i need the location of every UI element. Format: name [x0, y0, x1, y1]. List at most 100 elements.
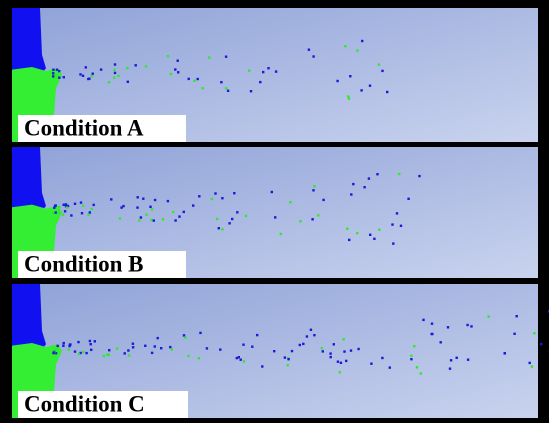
- droplet: [329, 352, 332, 355]
- droplet: [67, 348, 70, 351]
- droplet: [79, 351, 82, 355]
- droplet: [99, 68, 103, 71]
- droplet: [317, 214, 320, 217]
- droplet: [248, 69, 251, 72]
- droplet: [144, 65, 148, 68]
- droplet: [57, 211, 61, 214]
- droplet: [262, 70, 265, 74]
- droplet: [166, 54, 170, 58]
- droplet: [289, 201, 292, 204]
- droplet: [174, 219, 177, 222]
- droplet: [153, 198, 157, 202]
- droplet: [466, 358, 470, 361]
- droplet: [256, 333, 259, 337]
- droplet: [410, 358, 413, 361]
- droplet: [64, 203, 68, 206]
- droplet: [386, 90, 389, 94]
- droplet: [172, 210, 175, 214]
- droplet: [283, 356, 287, 359]
- droplet: [88, 211, 91, 214]
- droplet: [62, 344, 65, 347]
- droplet: [134, 64, 137, 67]
- droplet: [388, 366, 391, 369]
- droplet: [220, 81, 223, 84]
- droplet: [347, 95, 350, 98]
- label-box: [18, 251, 186, 278]
- droplet: [431, 332, 434, 336]
- droplet: [145, 213, 148, 216]
- droplet: [65, 206, 69, 209]
- droplet: [547, 310, 549, 313]
- droplet: [342, 338, 345, 341]
- droplet: [88, 339, 92, 343]
- droplet: [88, 77, 91, 80]
- droplet: [392, 242, 395, 245]
- droplet: [102, 354, 105, 358]
- droplet: [217, 227, 220, 230]
- droplet: [138, 219, 141, 222]
- droplet: [377, 63, 381, 66]
- droplet: [117, 74, 120, 78]
- droplet: [52, 72, 55, 75]
- droplet: [198, 195, 201, 198]
- droplet: [305, 335, 309, 338]
- droplet: [120, 206, 123, 209]
- droplet: [126, 80, 129, 83]
- liquid-column: [12, 284, 46, 354]
- droplet: [55, 73, 58, 77]
- droplet: [381, 69, 384, 73]
- droplet: [61, 213, 65, 216]
- droplet: [344, 45, 347, 48]
- droplet: [85, 351, 88, 355]
- droplet: [108, 349, 111, 352]
- droplet: [107, 353, 110, 357]
- droplet: [90, 75, 94, 78]
- droplet: [142, 197, 145, 200]
- droplet: [273, 350, 276, 353]
- droplet: [205, 347, 209, 350]
- droplet: [68, 343, 72, 346]
- droplet: [391, 223, 394, 226]
- droplet: [228, 222, 231, 225]
- droplet: [52, 211, 55, 215]
- droplet: [356, 49, 359, 52]
- droplet: [224, 55, 228, 58]
- droplet: [287, 358, 290, 361]
- droplet: [81, 74, 85, 77]
- droplet: [410, 354, 413, 357]
- droplet: [528, 361, 531, 365]
- droplet: [418, 174, 421, 178]
- droplet: [123, 352, 126, 355]
- droplet: [336, 79, 339, 83]
- droplet: [113, 71, 117, 75]
- droplet: [226, 89, 230, 92]
- droplet: [54, 347, 57, 350]
- droplet: [115, 347, 119, 350]
- droplet: [378, 228, 381, 231]
- droplet: [329, 355, 332, 359]
- droplet: [235, 356, 238, 360]
- droplet: [54, 211, 57, 214]
- droplet: [58, 205, 61, 209]
- droplet: [73, 350, 77, 353]
- droplet: [52, 351, 55, 354]
- droplet: [413, 345, 416, 348]
- droplet: [92, 203, 95, 207]
- droplet: [131, 346, 135, 349]
- droplet: [346, 227, 349, 230]
- droplet: [274, 70, 278, 73]
- droplet: [110, 198, 113, 201]
- droplet: [251, 345, 254, 348]
- droplet: [299, 220, 302, 223]
- droplet: [160, 347, 163, 350]
- droplet: [298, 343, 301, 347]
- droplet: [339, 361, 343, 364]
- droplet: [422, 318, 425, 322]
- droplet: [350, 193, 353, 196]
- droplet: [259, 80, 262, 84]
- droplet: [201, 87, 204, 90]
- droplet: [82, 350, 85, 353]
- droplet: [106, 353, 109, 356]
- droplet: [178, 215, 181, 218]
